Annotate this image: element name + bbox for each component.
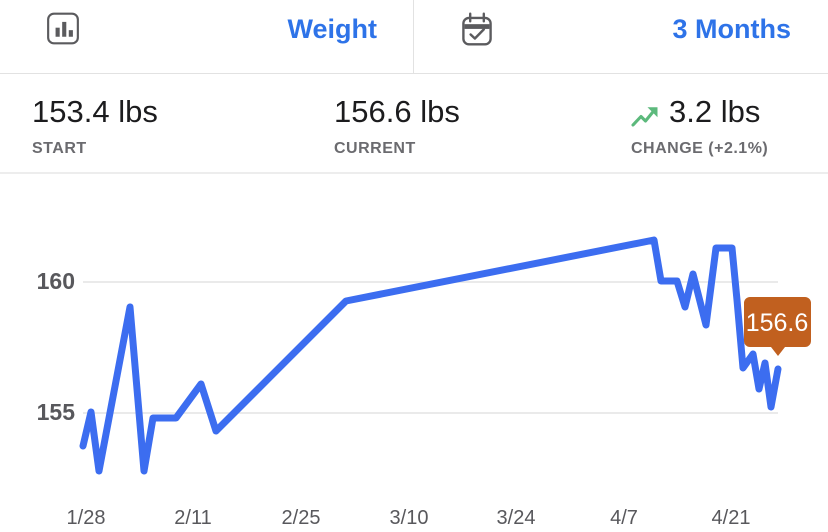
- svg-text:3/24: 3/24: [497, 507, 536, 529]
- svg-text:156.6: 156.6: [746, 309, 809, 337]
- svg-text:3/10: 3/10: [390, 507, 429, 529]
- svg-text:1/28: 1/28: [67, 507, 106, 529]
- svg-text:155: 155: [37, 399, 76, 425]
- svg-text:160: 160: [37, 268, 75, 294]
- svg-text:4/7: 4/7: [610, 507, 638, 529]
- svg-text:2/11: 2/11: [174, 507, 211, 529]
- svg-text:2/25: 2/25: [282, 507, 321, 529]
- svg-text:4/21: 4/21: [712, 507, 751, 529]
